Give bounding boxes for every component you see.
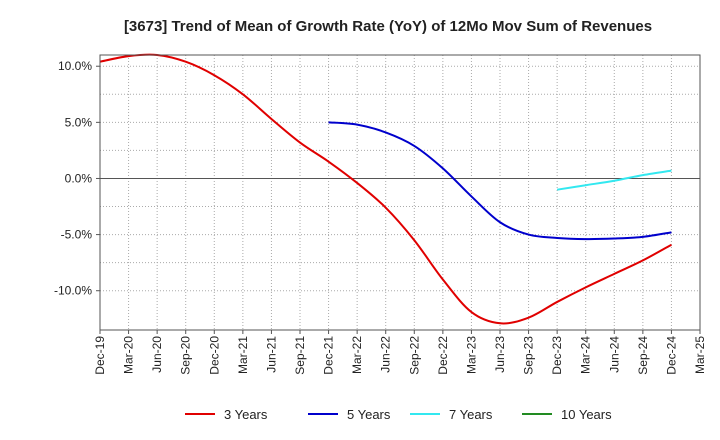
plot-area: [99, 54, 701, 331]
x-tick-label: Mar-22: [350, 336, 364, 374]
y-tick-label: -5.0%: [61, 228, 93, 242]
x-tick-label: Sep-20: [179, 336, 193, 375]
x-axis-ticks: Dec-19 Mar-20 Jun-20 Sep-20 Dec-20 Mar-21 Jun-…: [93, 330, 707, 375]
grid: [100, 55, 700, 330]
x-tick-label: Dec-19: [93, 336, 107, 375]
x-tick-label: Sep-24: [636, 336, 650, 375]
y-tick-label: -10.0%: [54, 284, 92, 298]
x-tick-label: Jun-24: [607, 336, 621, 373]
y-tick-label: 0.0%: [65, 171, 93, 185]
x-tick-label: Dec-24: [664, 336, 678, 375]
legend: 3 Years 5 Years 7 Years 10 Years: [185, 407, 612, 422]
legend-label-7-years: 7 Years: [449, 407, 493, 422]
x-tick-label: Mar-21: [236, 336, 250, 374]
y-tick-label: 10.0%: [58, 59, 92, 73]
x-tick-label: Sep-21: [293, 336, 307, 375]
series-line-7-years: [556, 169, 672, 191]
x-tick-label: Dec-21: [322, 336, 336, 375]
series-line-3-years: [99, 53, 672, 325]
x-tick-label: Mar-24: [579, 336, 593, 374]
y-axis-ticks: 10.0% 5.0% 0.0% -5.0% -10.0%: [54, 59, 100, 298]
legend-label-3-years: 3 Years: [224, 407, 268, 422]
x-tick-label: Sep-23: [522, 336, 536, 375]
chart-title: [3673] Trend of Mean of Growth Rate (YoY…: [124, 18, 652, 35]
x-tick-label: Jun-20: [150, 336, 164, 373]
legend-label-10-years: 10 Years: [561, 407, 612, 422]
x-tick-label: Dec-20: [207, 336, 221, 375]
x-tick-label: Jun-23: [493, 336, 507, 373]
x-tick-label: Sep-22: [407, 336, 421, 375]
x-tick-label: Mar-23: [464, 336, 478, 374]
x-tick-label: Dec-23: [550, 336, 564, 375]
x-tick-label: Mar-20: [122, 336, 136, 374]
x-tick-label: Mar-25: [693, 336, 707, 374]
y-tick-label: 5.0%: [65, 115, 93, 129]
series-line-5-years: [328, 121, 672, 241]
x-tick-label: Jun-22: [379, 336, 393, 373]
series-lines: [99, 53, 672, 325]
x-tick-label: Dec-22: [436, 336, 450, 375]
legend-label-5-years: 5 Years: [347, 407, 391, 422]
x-tick-label: Jun-21: [264, 336, 278, 373]
